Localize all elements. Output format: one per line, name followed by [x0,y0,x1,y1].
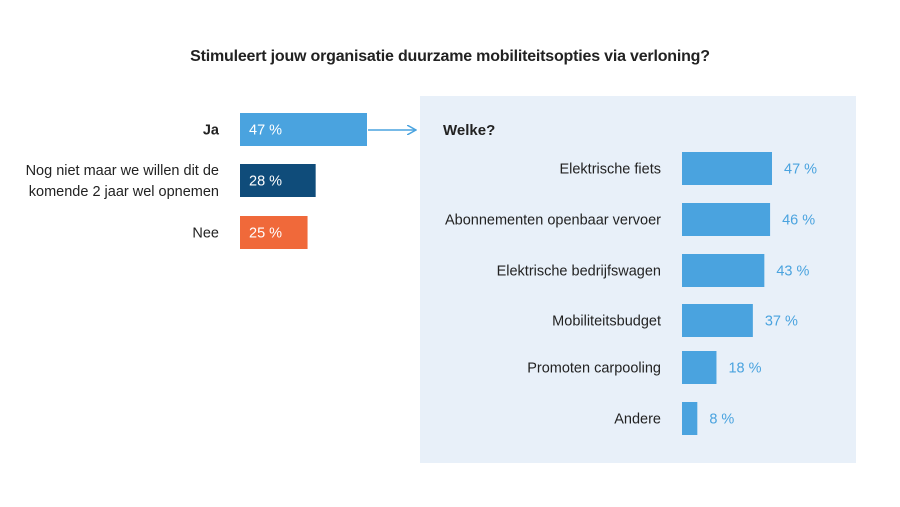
value-label-main-2: 25 % [249,226,282,242]
value-label-welke-1: 46 % [782,213,815,229]
category-label-welke-0: Elektrische fiets [559,162,661,178]
category-label-main-2: Nee [192,226,219,242]
value-label-welke-3: 37 % [765,314,798,330]
bar-welke-2 [682,254,765,287]
category-label-welke-5: Andere [614,412,661,428]
value-label-main-1: 28 % [249,174,282,190]
bar-main-0 [240,113,367,146]
bar-main-2 [240,216,308,249]
value-label-welke-4: 18 % [728,361,761,377]
bar-welke-0 [682,152,772,185]
main-question-bars: 47 % Ja 28 % Nog niet maar we willen dit de… [26,113,367,249]
bar-welke-5 [682,402,698,435]
category-label-welke-1: Abonnementen openbaar vervoer [445,213,661,229]
chart-title: Stimuleert jouw organisatie duurzame mob… [190,48,710,65]
value-label-main-0: 47 % [249,123,282,139]
bar-welke-3 [682,304,753,337]
category-label-main-0: Ja [203,123,220,139]
category-label-welke-2: Elektrische bedrijfswagen [497,264,661,280]
welke-heading: Welke? [443,122,495,139]
category-label-main-1: Nog niet maar we willen dit de [26,163,219,179]
value-label-welke-2: 43 % [776,264,809,280]
category-label-main-1: komende 2 jaar wel opnemen [29,184,219,200]
category-label-welke-3: Mobiliteitsbudget [552,314,661,330]
value-label-welke-0: 47 % [784,162,817,178]
category-label-welke-4: Promoten carpooling [527,361,661,377]
welke-bars: 47 % Elektrische fiets 46 % Abonnementen op… [445,152,817,435]
bar-welke-4 [682,351,717,384]
value-label-welke-5: 8 % [709,412,734,428]
bar-welke-1 [682,203,771,236]
welke-panel [420,96,856,463]
bar-main-1 [240,164,316,197]
